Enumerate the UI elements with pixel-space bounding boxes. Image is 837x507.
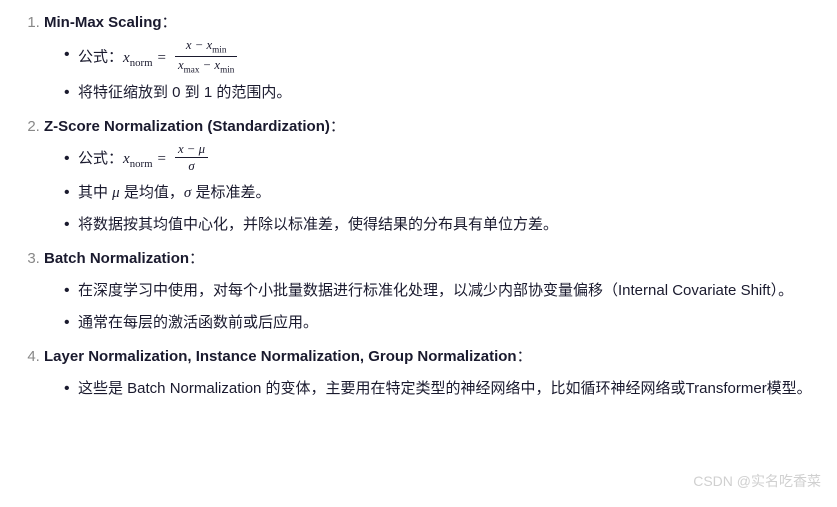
bullet-item: 公式：xnorm=x − μσ: [64, 144, 817, 176]
formula-zscore: xnorm=x − μσ: [123, 150, 208, 167]
item-title: Min-Max Scaling: [44, 14, 162, 31]
list-item-3: Batch Normalization：在深度学习中使用，对每个小批量数据进行标…: [44, 244, 817, 338]
list-item-1: Min-Max Scaling：公式：xnorm=x − xminxmax − …: [44, 8, 817, 108]
watermark: CSDN @实名吃香菜: [693, 467, 821, 495]
bullet-item: 通常在每层的激活函数前或后应用。: [64, 308, 817, 338]
bullet-list: 公式：xnorm=x − xminxmax − xmin将特征缩放到 0 到 1…: [44, 40, 817, 108]
bullet-prefix: 公式：: [78, 49, 123, 66]
item-title: Z-Score Normalization (Standardization): [44, 118, 330, 135]
bullet-item: 将特征缩放到 0 到 1 的范围内。: [64, 78, 817, 108]
bullet-item: 公式：xnorm=x − xminxmax − xmin: [64, 40, 817, 76]
list-item-2: Z-Score Normalization (Standardization)：…: [44, 112, 817, 240]
bullet-list: 公式：xnorm=x − μσ其中 μ 是均值，σ 是标准差。将数据按其均值中心…: [44, 144, 817, 240]
bullet-prefix: 公式：: [78, 150, 123, 167]
bullet-item: 这些是 Batch Normalization 的变体，主要用在特定类型的神经网…: [64, 374, 817, 404]
bullet-item: 其中 μ 是均值，σ 是标准差。: [64, 178, 817, 208]
bullet-list: 在深度学习中使用，对每个小批量数据进行标准化处理，以减少内部协变量偏移（Inte…: [44, 276, 817, 338]
bullet-item: 将数据按其均值中心化，并除以标准差，使得结果的分布具有单位方差。: [64, 210, 817, 240]
item-title: Batch Normalization: [44, 250, 189, 267]
item-title: Layer Normalization, Instance Normalizat…: [44, 348, 517, 365]
list-item-4: Layer Normalization, Instance Normalizat…: [44, 342, 817, 404]
bullet-item: 在深度学习中使用，对每个小批量数据进行标准化处理，以减少内部协变量偏移（Inte…: [64, 276, 817, 306]
normalization-list: Min-Max Scaling：公式：xnorm=x − xminxmax − …: [20, 8, 817, 404]
formula-minmax: xnorm=x − xminxmax − xmin: [123, 49, 237, 66]
bullet-list: 这些是 Batch Normalization 的变体，主要用在特定类型的神经网…: [44, 374, 817, 404]
